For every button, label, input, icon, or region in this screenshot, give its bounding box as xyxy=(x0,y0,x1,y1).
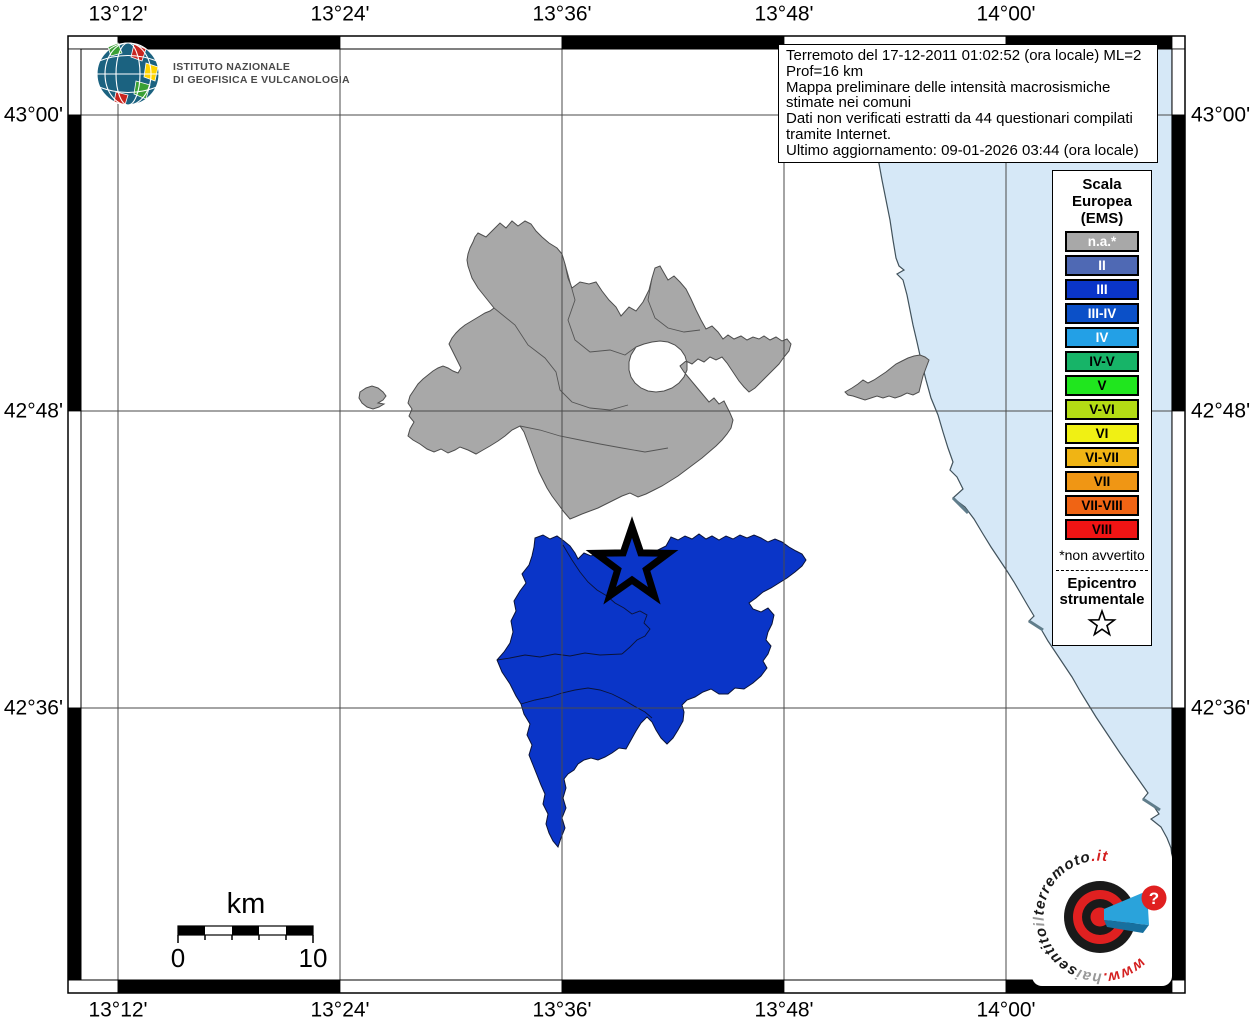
megaphone-icon xyxy=(1104,891,1149,925)
ems-legend: Scala Europea (EMS) n.a.* II III III-IV … xyxy=(1052,170,1152,646)
axis-label-lon: 13°36' xyxy=(532,2,592,26)
legend-item-vii-viii: VII-VIII xyxy=(1065,495,1139,516)
legend-epicenter-star-icon xyxy=(1087,608,1117,637)
event-info-line: Terremoto del 17-12-2011 01:02:52 (ora l… xyxy=(786,47,1142,80)
legend-item-na: n.a.* xyxy=(1065,231,1139,252)
harbor-piers xyxy=(951,496,1161,812)
municipality-not-felt-island xyxy=(358,385,387,410)
axis-label-lat: 43°00' xyxy=(3,103,63,127)
haisentito-logo: ? www.haisentitoilterremoto.it xyxy=(1031,848,1172,987)
axis-label-lat: 42°36' xyxy=(1191,696,1251,720)
legend-footnote: *non avvertito xyxy=(1059,547,1145,563)
event-info-line: Ultimo aggiornamento: 09-01-2026 03:44 (… xyxy=(786,141,1139,159)
event-info-line: Dati non verificati estratti da 44 quest… xyxy=(786,110,1133,143)
map-frame xyxy=(67,35,1186,994)
scale-bar: km 0 10 xyxy=(171,888,328,973)
legend-item-iii: III xyxy=(1065,279,1139,300)
scale-bar-max: 10 xyxy=(299,943,328,973)
ingv-name-line1: ISTITUTO NAZIONALE xyxy=(173,61,291,73)
legend-item-vi: VI xyxy=(1065,423,1139,444)
legend-item-viii: VIII xyxy=(1065,519,1139,540)
axis-label-lon: 13°24' xyxy=(310,998,370,1022)
megaphone-shadow xyxy=(1104,920,1149,933)
axis-label-lat: 42°36' xyxy=(3,696,63,720)
legend-item-iv-v: IV-V xyxy=(1065,351,1139,372)
legend-divider xyxy=(1056,570,1148,571)
legend-item-vi-vii: VI-VII xyxy=(1065,447,1139,468)
legend-epicenter-label: Epicentro strumentale xyxy=(1059,575,1145,608)
scale-bar-unit: km xyxy=(227,888,266,920)
axis-label-lat: 42°48' xyxy=(1191,399,1251,423)
legend-item-v: V xyxy=(1065,375,1139,396)
legend-swatches: n.a.* II III III-IV IV IV-V V V-VI VI VI… xyxy=(1053,231,1151,540)
question-mark: ? xyxy=(1149,889,1159,908)
legend-item-vii: VII xyxy=(1065,471,1139,492)
axis-label-lon: 13°48' xyxy=(754,2,814,26)
ingv-globe-icon xyxy=(96,42,160,106)
axis-label-lon: 14°00' xyxy=(976,998,1036,1022)
axis-label-lat: 43°00' xyxy=(1191,103,1251,127)
municipalities-not-felt xyxy=(407,220,792,520)
scale-bar-min: 0 xyxy=(171,943,185,973)
axis-label-lon: 13°24' xyxy=(310,2,370,26)
legend-title: Scala Europea (EMS) xyxy=(1071,176,1132,227)
axis-label-lon: 13°12' xyxy=(88,2,148,26)
ingv-name-line2: DI GEOFISICA E VULCANOLOGIA xyxy=(173,74,350,86)
municipalities-intensity-iii xyxy=(496,533,807,849)
event-info-box: Terremoto del 17-12-2011 01:02:52 (ora l… xyxy=(778,44,1158,163)
legend-item-v-vi: V-VI xyxy=(1065,399,1139,420)
axis-label-lat: 42°48' xyxy=(3,399,63,423)
municipal-borders-gray xyxy=(493,263,701,453)
axis-label-lon: 14°00' xyxy=(976,2,1036,26)
axis-label-lon: 13°36' xyxy=(532,998,592,1022)
legend-item-iv: IV xyxy=(1065,327,1139,348)
graticule xyxy=(81,49,1172,980)
municipal-borders-blue xyxy=(496,544,653,719)
municipality-not-felt-coastal xyxy=(844,354,930,401)
legend-item-iii-iv: III-IV xyxy=(1065,303,1139,324)
axis-label-lon: 13°12' xyxy=(88,998,148,1022)
ingv-logo: ISTITUTO NAZIONALE DI GEOFISICA E VULCAN… xyxy=(96,42,350,106)
question-badge xyxy=(1141,885,1167,911)
epicenter-star xyxy=(585,516,679,605)
event-info-line: Mappa preliminare delle intensità macros… xyxy=(786,78,1111,112)
axis-label-lon: 13°48' xyxy=(754,998,814,1022)
legend-item-ii: II xyxy=(1065,255,1139,276)
